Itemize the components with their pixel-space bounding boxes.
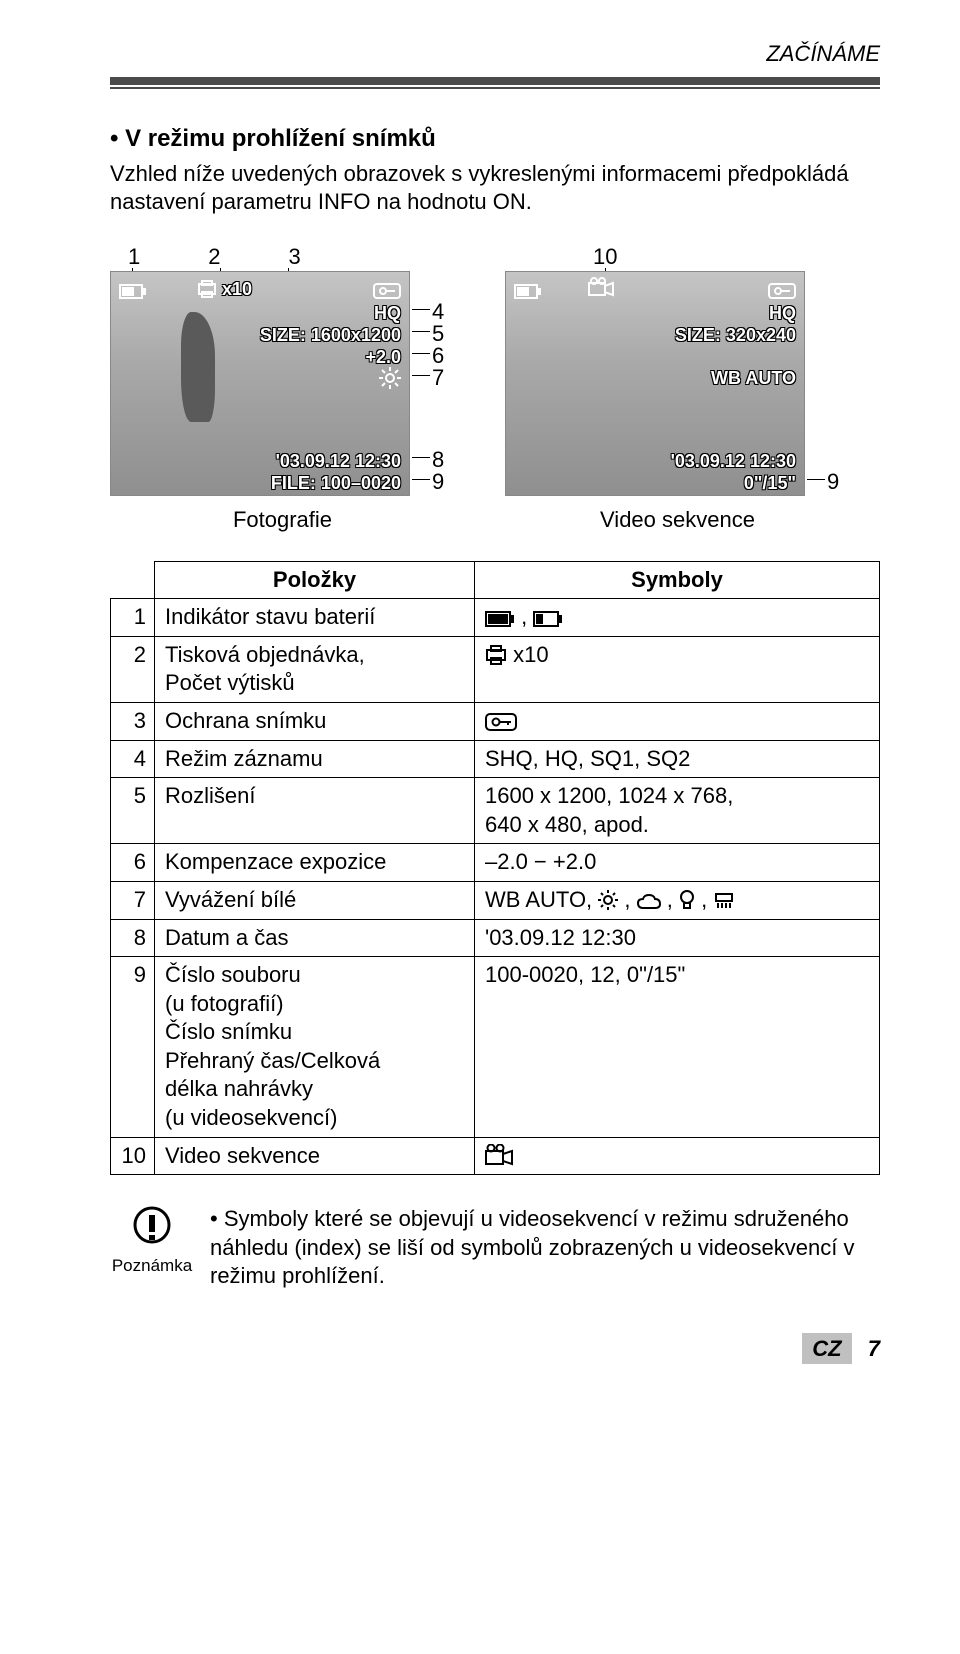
side-9: 9 — [432, 468, 444, 497]
row-key: Ochrana snímku — [155, 702, 475, 740]
file-number: FILE: 100–0020 — [271, 472, 401, 495]
table-row: 8Datum a čas'03.09.12 12:30 — [111, 919, 880, 957]
video-screen-block: 10 HQ SIZE: 320x240 WB AUTO '03.09.12 12… — [505, 243, 850, 496]
size-label: SIZE: 320x240 — [675, 324, 796, 347]
print-count: x10 — [222, 279, 252, 299]
marker-1: 1 — [128, 243, 140, 269]
table-row: 3Ochrana snímku — [111, 702, 880, 740]
video-lcd: HQ SIZE: 320x240 WB AUTO '03.09.12 12:30… — [505, 271, 805, 496]
row-key: Indikátor stavu baterií — [155, 599, 475, 637]
marker-2: 2 — [208, 243, 220, 269]
row-key: Video sekvence — [155, 1137, 475, 1175]
row-key: Vyvážení bílé — [155, 881, 475, 919]
table-row: 9Číslo souboru(u fotografií)Číslo snímku… — [111, 957, 880, 1138]
row-key: Rozlišení — [155, 778, 475, 844]
photo-caption: Fotografie — [110, 506, 455, 535]
wb-label: WB AUTO — [711, 367, 796, 390]
play-time: 0"/15" — [744, 472, 796, 495]
row-key: Tisková objednávka,Počet výtisků — [155, 636, 475, 702]
video-top-markers: 10 — [505, 243, 850, 269]
table-header-row: Položky Symboly — [111, 561, 880, 599]
page-section-header: ZAČÍNÁME — [110, 40, 880, 69]
table-row: 4Režim záznamuSHQ, HQ, SQ1, SQ2 — [111, 740, 880, 778]
size-label: SIZE: 1600x1200 — [260, 324, 401, 347]
record-mode: HQ — [769, 302, 796, 325]
lcd-screens-row: 1 2 3 x10 HQ SIZE: 1600x1200 +2.0 — [110, 243, 880, 496]
row-value: 1600 x 1200, 1024 x 768,640 x 480, apod. — [475, 778, 880, 844]
table-row: 2Tisková objednávka,Počet výtisků x10 — [111, 636, 880, 702]
wb-sun-icon — [379, 367, 401, 392]
row-value — [475, 1137, 880, 1175]
section-title: • V režimu prohlížení snímků — [110, 123, 880, 154]
datetime: '03.09.12 12:30 — [671, 450, 796, 473]
photo-lcd: x10 HQ SIZE: 1600x1200 +2.0 '03.09.12 12… — [110, 271, 410, 496]
marker-3: 3 — [289, 243, 301, 269]
exp-comp: +2.0 — [365, 346, 401, 369]
protect-icon — [373, 279, 401, 302]
battery-icon — [514, 279, 542, 302]
note-icon — [132, 1205, 172, 1245]
side-9: 9 — [827, 468, 839, 497]
lcd-captions: Fotografie Video sekvence — [110, 506, 880, 535]
table-row: 5Rozlišení1600 x 1200, 1024 x 768,640 x … — [111, 778, 880, 844]
row-value: SHQ, HQ, SQ1, SQ2 — [475, 740, 880, 778]
footer-page: 7 — [868, 1336, 880, 1361]
side-7: 7 — [432, 364, 444, 393]
row-number: 3 — [111, 702, 155, 740]
row-number: 5 — [111, 778, 155, 844]
header-items: Položky — [155, 561, 475, 599]
items-table: Položky Symboly 1Indikátor stavu baterií… — [110, 561, 880, 1176]
row-value: , — [475, 599, 880, 637]
movie-icon — [588, 277, 614, 300]
video-caption: Video sekvence — [505, 506, 850, 535]
photo-top-markers: 1 2 3 — [110, 243, 455, 269]
row-number: 7 — [111, 881, 155, 919]
note-label: Poznámka — [110, 1255, 194, 1277]
row-value: WB AUTO, , , , — [475, 881, 880, 919]
row-number: 10 — [111, 1137, 155, 1175]
record-mode: HQ — [374, 302, 401, 325]
protect-icon — [768, 279, 796, 302]
page-footer: CZ 7 — [110, 1335, 880, 1364]
row-key: Číslo souboru(u fotografií)Číslo snímkuP… — [155, 957, 475, 1138]
row-value — [475, 702, 880, 740]
table-row: 7Vyvážení bíléWB AUTO, , , , — [111, 881, 880, 919]
photo-screen-block: 1 2 3 x10 HQ SIZE: 1600x1200 +2.0 — [110, 243, 455, 496]
row-value: –2.0 − +2.0 — [475, 844, 880, 882]
row-value: '03.09.12 12:30 — [475, 919, 880, 957]
battery-icon — [119, 279, 147, 302]
row-key: Datum a čas — [155, 919, 475, 957]
row-key: Režim záznamu — [155, 740, 475, 778]
row-value: x10 — [475, 636, 880, 702]
note-text: • Symboly které se objevují u videosekve… — [210, 1205, 880, 1291]
footer-lang: CZ — [802, 1333, 851, 1364]
marker-10: 10 — [593, 243, 617, 269]
row-number: 8 — [111, 919, 155, 957]
header-symbols: Symboly — [475, 561, 880, 599]
row-number: 2 — [111, 636, 155, 702]
print-icon: x10 — [197, 278, 252, 301]
note-block: Poznámka • Symboly které se objevují u v… — [110, 1205, 880, 1291]
section-intro: Vzhled níže uvedených obrazovek s vykres… — [110, 160, 880, 217]
datetime: '03.09.12 12:30 — [276, 450, 401, 473]
header-divider — [110, 77, 880, 89]
row-value: 100-0020, 12, 0"/15" — [475, 957, 880, 1138]
table-row: 1Indikátor stavu baterií , — [111, 599, 880, 637]
row-number: 1 — [111, 599, 155, 637]
row-number: 4 — [111, 740, 155, 778]
row-key: Kompenzace expozice — [155, 844, 475, 882]
table-row: 6Kompenzace expozice–2.0 − +2.0 — [111, 844, 880, 882]
table-row: 10Video sekvence — [111, 1137, 880, 1175]
row-number: 6 — [111, 844, 155, 882]
row-number: 9 — [111, 957, 155, 1138]
